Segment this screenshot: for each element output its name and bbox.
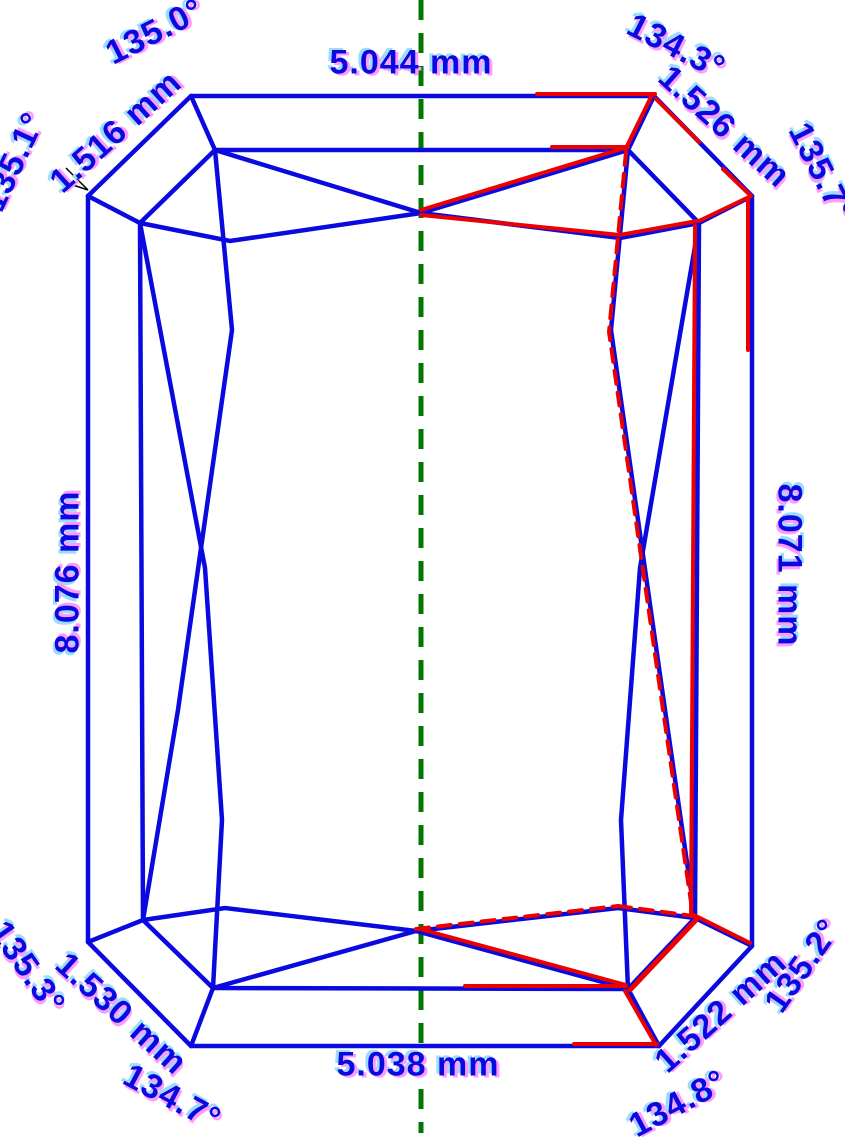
pavilion-facet-line — [210, 928, 419, 991]
corner-facet-line — [188, 985, 216, 1049]
highlighted-facets-red — [414, 92, 753, 1047]
pavilion-facet-line — [140, 905, 419, 934]
highlight-edge — [414, 904, 620, 931]
pavilion-diagonal-line — [140, 147, 235, 923]
pavilion-facet-line — [212, 147, 424, 216]
label-height-right: 8.071 mm — [770, 483, 809, 647]
highlight-edge — [692, 913, 752, 945]
highlight-edge — [697, 194, 753, 223]
highlight-edge — [606, 150, 695, 918]
corner-facet-line — [625, 986, 662, 1049]
pavilion-facet-line — [418, 147, 631, 216]
highlight-edge — [721, 167, 752, 197]
arrow-marker-icon — [60, 167, 89, 191]
highlight-edge — [419, 145, 630, 212]
highlight-edge — [419, 213, 699, 238]
highlight-edge — [689, 224, 697, 918]
corner-facet-line — [625, 93, 657, 153]
pavilion-diagonal-line — [137, 220, 225, 991]
corner-facet-line — [188, 93, 218, 153]
corner-facet-line — [85, 917, 146, 945]
corner-facet-line — [85, 193, 143, 226]
highlight-edge — [624, 93, 654, 150]
highlight-edge — [654, 97, 701, 144]
pavilion-facet-line — [137, 210, 424, 244]
label-width-bottom: 5.038 mm — [336, 1045, 500, 1084]
pavilion-diagonal-line — [618, 220, 702, 992]
pavilion-facet-line — [418, 210, 702, 241]
highlight-edge — [418, 927, 628, 987]
highlight-edge — [627, 917, 699, 993]
pavilion-facet-line — [413, 928, 631, 992]
highlight-edge — [623, 989, 658, 1047]
label-width-top: 5.044 mm — [329, 43, 493, 82]
highlight-edge — [616, 904, 695, 918]
label-height-left: 8.076 mm — [48, 490, 87, 654]
